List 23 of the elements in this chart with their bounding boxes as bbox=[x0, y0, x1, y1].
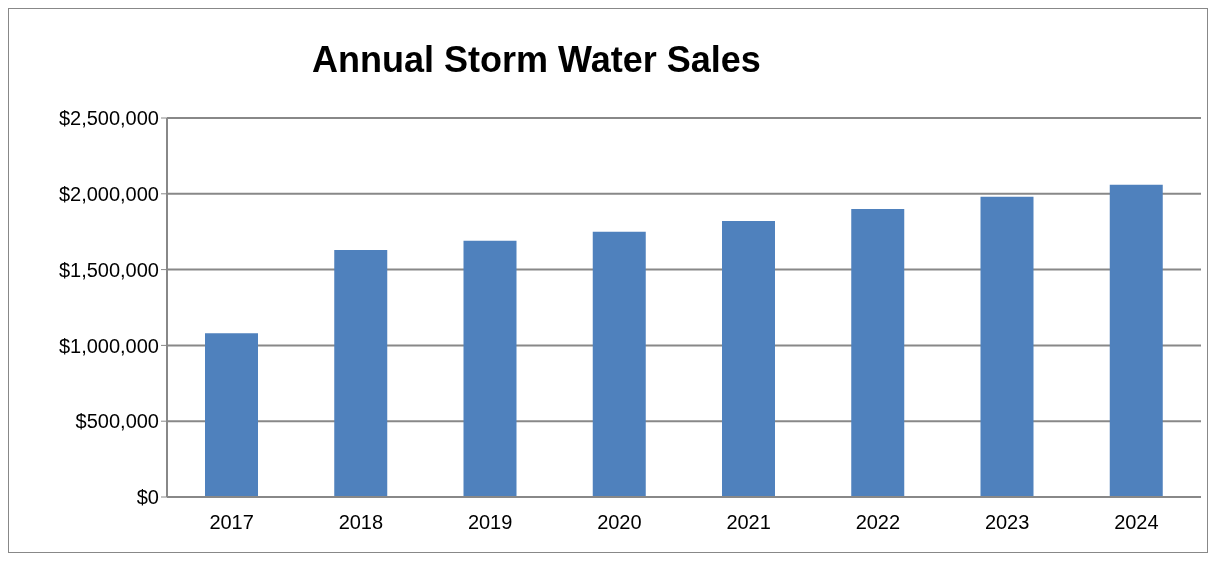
x-tick-label: 2017 bbox=[209, 511, 254, 534]
x-tick-label: 2022 bbox=[855, 511, 901, 534]
x-tick-label: 2020 bbox=[597, 511, 642, 534]
x-tick-label: 2024 bbox=[1114, 511, 1159, 534]
chart-title: Annual Storm Water Sales bbox=[311, 39, 762, 81]
bar bbox=[851, 208, 905, 497]
bar bbox=[334, 249, 388, 497]
y-tick-label: $500,000 bbox=[75, 410, 159, 433]
y-tick-label: $2,000,000 bbox=[58, 182, 159, 205]
x-tick-label: 2019 bbox=[467, 511, 513, 534]
y-tick-label: $0 bbox=[136, 486, 159, 509]
y-tick-label: $1,000,000 bbox=[58, 334, 159, 357]
x-tick-label: 2023 bbox=[984, 511, 1030, 534]
bar bbox=[980, 196, 1034, 497]
bar bbox=[592, 231, 646, 497]
x-tick-label: 2021 bbox=[726, 511, 771, 534]
bar bbox=[1109, 184, 1163, 497]
y-tick-label: $2,500,000 bbox=[58, 107, 159, 130]
bar bbox=[205, 333, 258, 497]
bar bbox=[722, 221, 775, 497]
bar bbox=[463, 240, 517, 497]
x-tick-label: 2018 bbox=[338, 511, 384, 534]
y-tick-label: $1,500,000 bbox=[58, 258, 159, 281]
